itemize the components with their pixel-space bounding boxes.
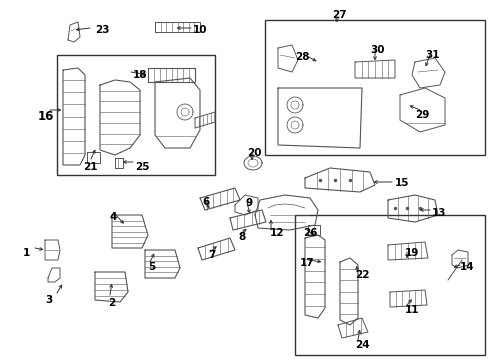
Text: 7: 7 <box>207 250 215 260</box>
Text: 24: 24 <box>354 340 369 350</box>
Text: 8: 8 <box>238 232 245 242</box>
Bar <box>57 55 215 175</box>
Text: 19: 19 <box>404 248 419 258</box>
Text: 22: 22 <box>354 270 369 280</box>
Text: 27: 27 <box>331 10 346 20</box>
Text: 4: 4 <box>110 212 117 222</box>
Text: 17: 17 <box>299 258 314 268</box>
Text: 11: 11 <box>404 305 419 315</box>
Text: 21: 21 <box>83 162 97 172</box>
Text: 9: 9 <box>244 198 252 208</box>
Text: 25: 25 <box>135 162 149 172</box>
Text: 3: 3 <box>45 295 52 305</box>
Text: 16: 16 <box>38 110 54 123</box>
Text: 30: 30 <box>369 45 384 55</box>
Text: 23: 23 <box>95 25 109 35</box>
Text: 14: 14 <box>459 262 474 272</box>
Text: 2: 2 <box>108 298 115 308</box>
Text: 26: 26 <box>303 228 317 238</box>
Text: 12: 12 <box>269 228 284 238</box>
Text: 20: 20 <box>246 148 261 158</box>
Text: 10: 10 <box>193 25 207 35</box>
Text: 29: 29 <box>414 110 428 120</box>
Text: 31: 31 <box>424 50 439 60</box>
Text: 13: 13 <box>431 208 446 218</box>
Bar <box>294 215 484 355</box>
Text: 28: 28 <box>294 52 309 62</box>
Text: 18: 18 <box>133 70 147 80</box>
Text: 5: 5 <box>148 262 155 272</box>
Text: 6: 6 <box>202 197 209 207</box>
Bar <box>264 20 484 155</box>
Text: 1: 1 <box>23 248 30 258</box>
Text: 15: 15 <box>394 178 408 188</box>
